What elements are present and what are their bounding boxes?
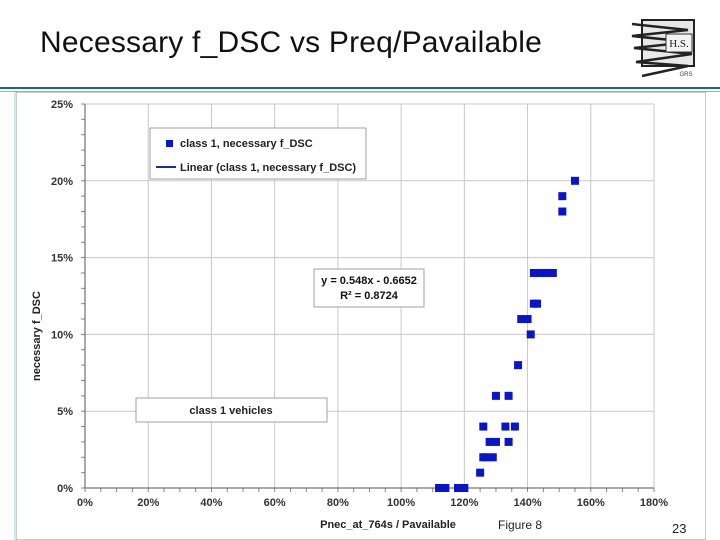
group-label: class 1 vehicles: [189, 405, 272, 417]
data-point: [501, 422, 510, 431]
data-points: [435, 176, 579, 492]
x-tick-label: 40%: [200, 497, 222, 509]
data-point: [517, 315, 526, 324]
data-point: [504, 437, 513, 446]
y-tick-label: 15%: [51, 253, 73, 265]
x-tick-label: 120%: [450, 497, 478, 509]
data-point: [435, 484, 444, 492]
y-tick-label: 5%: [57, 406, 73, 418]
legend-box: [149, 127, 367, 180]
data-point: [460, 484, 469, 492]
tick-labels: 0% 20% 40% 60% 80% 100% 120% 140% 160% 180% 0% 5% 10…: [51, 99, 668, 509]
data-point: [542, 268, 551, 277]
data-point: [485, 437, 494, 446]
data-point: [482, 453, 491, 462]
x-axis-title: Pnec_at_764s / Pavailable: [320, 519, 456, 531]
data-point: [479, 422, 488, 431]
equation-box-frame: [313, 268, 425, 308]
data-point: [533, 299, 542, 308]
x-tick-label: 140%: [513, 497, 541, 509]
legend: class 1, necessary f_DSC Linear (class 1…: [149, 127, 367, 180]
x-tick-label: 60%: [264, 497, 286, 509]
data-point: [526, 330, 535, 339]
x-tick-label: 100%: [387, 497, 415, 509]
legend-marker-icon: [166, 140, 173, 147]
data-point: [454, 484, 463, 492]
data-point: [491, 391, 500, 400]
r-squared-label: R² = 0.8724: [340, 290, 399, 302]
data-point: [441, 484, 450, 492]
scatter-chart: 0% 20% 40% 60% 80% 100% 120% 140% 160% 180% 0% 5% 10…: [16, 92, 706, 540]
data-point: [529, 268, 538, 277]
data-point: [476, 468, 485, 477]
legend-entry-points: class 1, necessary f_DSC: [180, 138, 313, 150]
logo-small-text: GRS: [679, 72, 692, 78]
x-tick-label: 20%: [137, 497, 159, 509]
data-point: [510, 422, 519, 431]
legend-entry-trendline: Linear (class 1, necessary f_DSC): [180, 162, 356, 174]
y-tick-label: 0%: [57, 483, 73, 495]
company-logo: H.S. GRS: [631, 19, 695, 78]
data-point: [504, 391, 513, 400]
data-point: [488, 453, 497, 462]
group-label-box: class 1 vehicles: [135, 397, 328, 423]
y-tick-label: 25%: [51, 99, 73, 111]
x-tick-label: 80%: [327, 497, 349, 509]
title-rule: [0, 87, 720, 89]
x-tick-label: 180%: [640, 497, 668, 509]
trendline-equation: y = 0.548x - 0.6652: [321, 275, 417, 287]
equation-box: y = 0.548x - 0.6652 R² = 0.8724: [313, 268, 425, 308]
y-tick-label: 20%: [51, 176, 73, 188]
data-point: [548, 268, 557, 277]
slide-title: Necessary f_DSC vs Preq/Pavailable: [40, 26, 543, 59]
x-tick-label: 160%: [577, 497, 605, 509]
data-point: [536, 268, 545, 277]
data-point: [558, 192, 567, 201]
grid-lines: [81, 103, 655, 492]
figure-caption: Figure 8: [498, 518, 543, 532]
logo-text: H.S.: [669, 38, 689, 50]
data-point: [558, 207, 567, 216]
data-point: [514, 361, 523, 370]
x-tick-label: 0%: [77, 497, 93, 509]
group-label-frame: [135, 397, 328, 423]
data-point: [523, 315, 532, 324]
page-number: 23: [672, 521, 687, 536]
y-axis-title: necessary f_DSC: [31, 291, 43, 381]
data-point: [570, 176, 579, 185]
data-point: [491, 437, 500, 446]
y-tick-label: 10%: [51, 329, 73, 341]
